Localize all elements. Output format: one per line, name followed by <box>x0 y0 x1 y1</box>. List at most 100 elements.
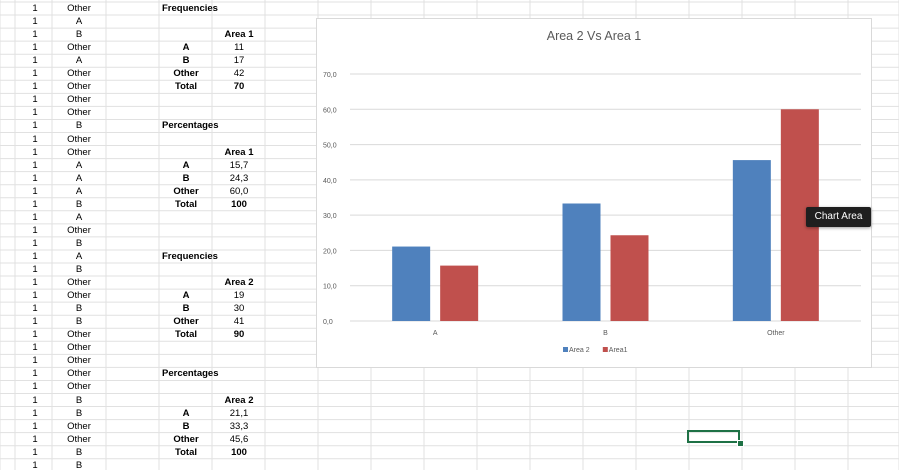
cell-category[interactable]: B <box>75 264 83 275</box>
cell-count[interactable]: 1 <box>32 237 38 249</box>
cell-category[interactable]: Other <box>67 42 91 54</box>
row-label[interactable]: Other <box>173 68 199 80</box>
total-label[interactable]: Total <box>175 81 197 93</box>
cell-category[interactable]: B <box>75 29 83 41</box>
cell-count[interactable]: 1 <box>32 55 38 67</box>
cell-category[interactable]: Other <box>67 146 91 158</box>
cell-count[interactable]: 1 <box>32 407 38 419</box>
cell-count[interactable]: 1 <box>32 342 38 354</box>
cell-category[interactable]: A <box>75 55 83 67</box>
row-value[interactable]: 60,0 <box>229 185 249 197</box>
row-value[interactable]: 21,1 <box>229 407 249 419</box>
row-label[interactable]: Other <box>173 185 199 197</box>
table-header[interactable]: Area 2 <box>224 277 254 289</box>
cell-count[interactable]: 1 <box>32 290 38 302</box>
cell-category[interactable]: Other <box>67 68 91 80</box>
cell-count[interactable]: 1 <box>32 81 38 93</box>
cell-category[interactable]: A <box>75 172 83 184</box>
cell-category[interactable]: B <box>75 237 83 249</box>
cell-category[interactable]: B <box>75 407 83 419</box>
cell-count[interactable]: 1 <box>32 250 38 262</box>
cell-category[interactable]: B <box>75 394 83 406</box>
cell-category[interactable]: Other <box>67 133 91 145</box>
cell-category[interactable]: B <box>75 459 83 471</box>
row-label[interactable]: B <box>182 420 190 432</box>
cell-count[interactable]: 1 <box>32 277 38 289</box>
cell-count[interactable]: 1 <box>32 68 38 80</box>
cell-category[interactable]: Other <box>67 355 91 367</box>
cell-count[interactable]: 1 <box>32 303 38 315</box>
cell-count[interactable]: 1 <box>32 224 38 236</box>
row-value[interactable]: 11 <box>234 42 244 54</box>
cell-category[interactable]: B <box>75 316 83 328</box>
cell-category[interactable]: B <box>75 198 83 210</box>
cell-category[interactable]: Other <box>67 433 91 445</box>
row-value[interactable]: 33,3 <box>229 420 249 432</box>
cell-category[interactable]: Other <box>67 381 91 393</box>
cell-count[interactable]: 1 <box>32 42 38 54</box>
cell-count[interactable]: 1 <box>32 198 38 210</box>
total-value[interactable]: 100 <box>231 198 247 210</box>
cell-category[interactable]: Other <box>67 94 91 106</box>
cell-count[interactable]: 1 <box>32 94 38 106</box>
cell-category[interactable]: Other <box>67 277 91 289</box>
cell-category[interactable]: Other <box>67 81 91 93</box>
table-title[interactable]: Percentages <box>162 120 219 132</box>
cell-count[interactable]: 1 <box>32 264 38 275</box>
row-label[interactable]: A <box>182 42 190 54</box>
total-value[interactable]: 100 <box>231 446 247 458</box>
cell-category[interactable]: Other <box>67 420 91 432</box>
table-header[interactable]: Area 2 <box>224 394 254 406</box>
cell-category[interactable]: Other <box>67 368 91 380</box>
row-label[interactable]: A <box>182 290 190 302</box>
cell-category[interactable]: A <box>75 159 83 171</box>
cell-count[interactable]: 1 <box>32 172 38 184</box>
cell-category[interactable]: B <box>75 303 83 315</box>
cell-count[interactable]: 1 <box>32 316 38 328</box>
selected-cell[interactable] <box>687 430 740 443</box>
cell-category[interactable]: A <box>75 16 83 28</box>
cell-category[interactable]: Other <box>67 224 91 236</box>
row-label[interactable]: Other <box>173 316 199 328</box>
table-header[interactable]: Area 1 <box>224 29 254 41</box>
row-value[interactable]: 41 <box>233 316 245 328</box>
fill-handle[interactable] <box>737 440 744 447</box>
cell-count[interactable]: 1 <box>32 107 38 119</box>
total-value[interactable]: 90 <box>233 329 245 341</box>
cell-count[interactable]: 1 <box>32 211 38 223</box>
cell-count[interactable]: 1 <box>32 459 38 471</box>
cell-count[interactable]: 1 <box>32 29 38 41</box>
cell-count[interactable]: 1 <box>32 420 38 432</box>
cell-count[interactable]: 1 <box>32 133 38 145</box>
cell-category[interactable]: A <box>75 250 83 262</box>
table-header[interactable]: Area 1 <box>224 146 254 158</box>
cell-count[interactable]: 1 <box>32 433 38 445</box>
cell-count[interactable]: 1 <box>32 355 38 367</box>
cell-count[interactable]: 1 <box>32 394 38 406</box>
cell-category[interactable]: Other <box>67 3 91 14</box>
row-label[interactable]: B <box>182 303 190 315</box>
row-label[interactable]: A <box>182 407 190 419</box>
cell-count[interactable]: 1 <box>32 120 38 132</box>
cell-count[interactable]: 1 <box>32 446 38 458</box>
table-title[interactable]: Frequencies <box>162 3 218 14</box>
cell-count[interactable]: 1 <box>32 381 38 393</box>
table-title[interactable]: Frequencies <box>162 250 218 262</box>
row-value[interactable]: 30 <box>233 303 245 315</box>
total-label[interactable]: Total <box>175 329 197 341</box>
cell-category[interactable]: A <box>75 211 83 223</box>
total-value[interactable]: 70 <box>233 81 245 93</box>
row-value[interactable]: 19 <box>233 290 245 302</box>
cell-count[interactable]: 1 <box>32 329 38 341</box>
cell-category[interactable]: Other <box>67 290 91 302</box>
table-title[interactable]: Percentages <box>162 368 219 380</box>
cell-count[interactable]: 1 <box>32 16 38 28</box>
row-value[interactable]: 17 <box>233 55 245 67</box>
row-value[interactable]: 42 <box>233 68 245 80</box>
cell-category[interactable]: Other <box>67 342 91 354</box>
total-label[interactable]: Total <box>175 198 197 210</box>
cell-count[interactable]: 1 <box>32 159 38 171</box>
cell-count[interactable]: 1 <box>32 368 38 380</box>
total-label[interactable]: Total <box>175 446 197 458</box>
row-label[interactable]: A <box>182 159 190 171</box>
